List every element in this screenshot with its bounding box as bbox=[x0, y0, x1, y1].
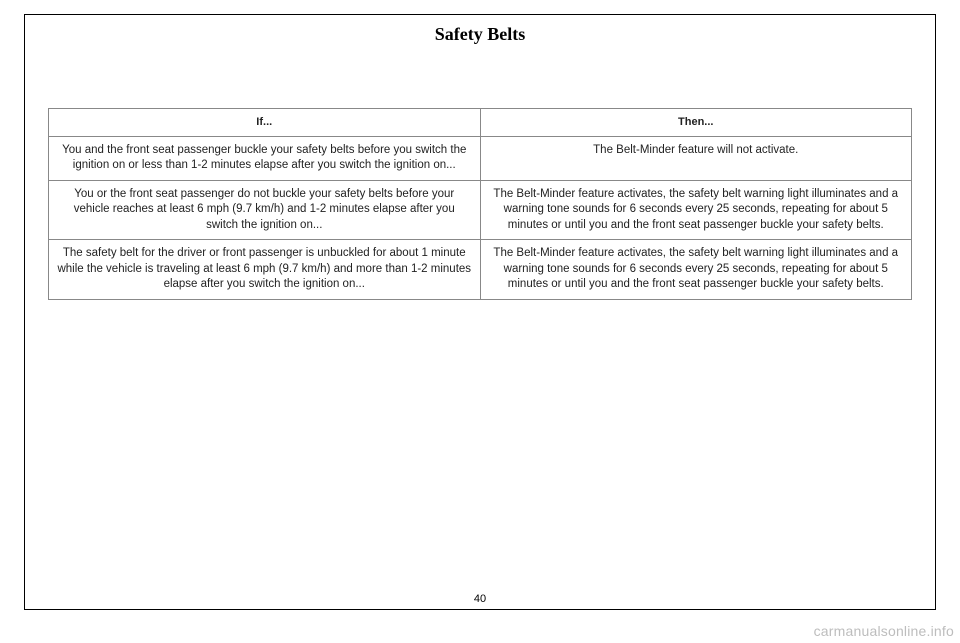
page-container: Safety Belts If... Then... You and the f… bbox=[0, 0, 960, 643]
table-row: The safety belt for the driver or front … bbox=[49, 240, 912, 300]
table-header-row: If... Then... bbox=[49, 109, 912, 137]
cell-then: The Belt-Minder feature will not activat… bbox=[480, 136, 912, 180]
header-then: Then... bbox=[480, 109, 912, 137]
cell-if: The safety belt for the driver or front … bbox=[49, 240, 481, 300]
cell-if: You and the front seat passenger buckle … bbox=[49, 136, 481, 180]
cell-then: The Belt-Minder feature activates, the s… bbox=[480, 240, 912, 300]
page-frame bbox=[24, 14, 936, 610]
page-title: Safety Belts bbox=[0, 24, 960, 45]
belt-minder-table-wrap: If... Then... You and the front seat pas… bbox=[48, 108, 912, 300]
page-number: 40 bbox=[0, 593, 960, 605]
cell-then: The Belt-Minder feature activates, the s… bbox=[480, 180, 912, 240]
watermark-text: carmanualsonline.info bbox=[814, 623, 954, 639]
header-if: If... bbox=[49, 109, 481, 137]
table-row: You and the front seat passenger buckle … bbox=[49, 136, 912, 180]
table-row: You or the front seat passenger do not b… bbox=[49, 180, 912, 240]
belt-minder-table: If... Then... You and the front seat pas… bbox=[48, 108, 912, 300]
cell-if: You or the front seat passenger do not b… bbox=[49, 180, 481, 240]
